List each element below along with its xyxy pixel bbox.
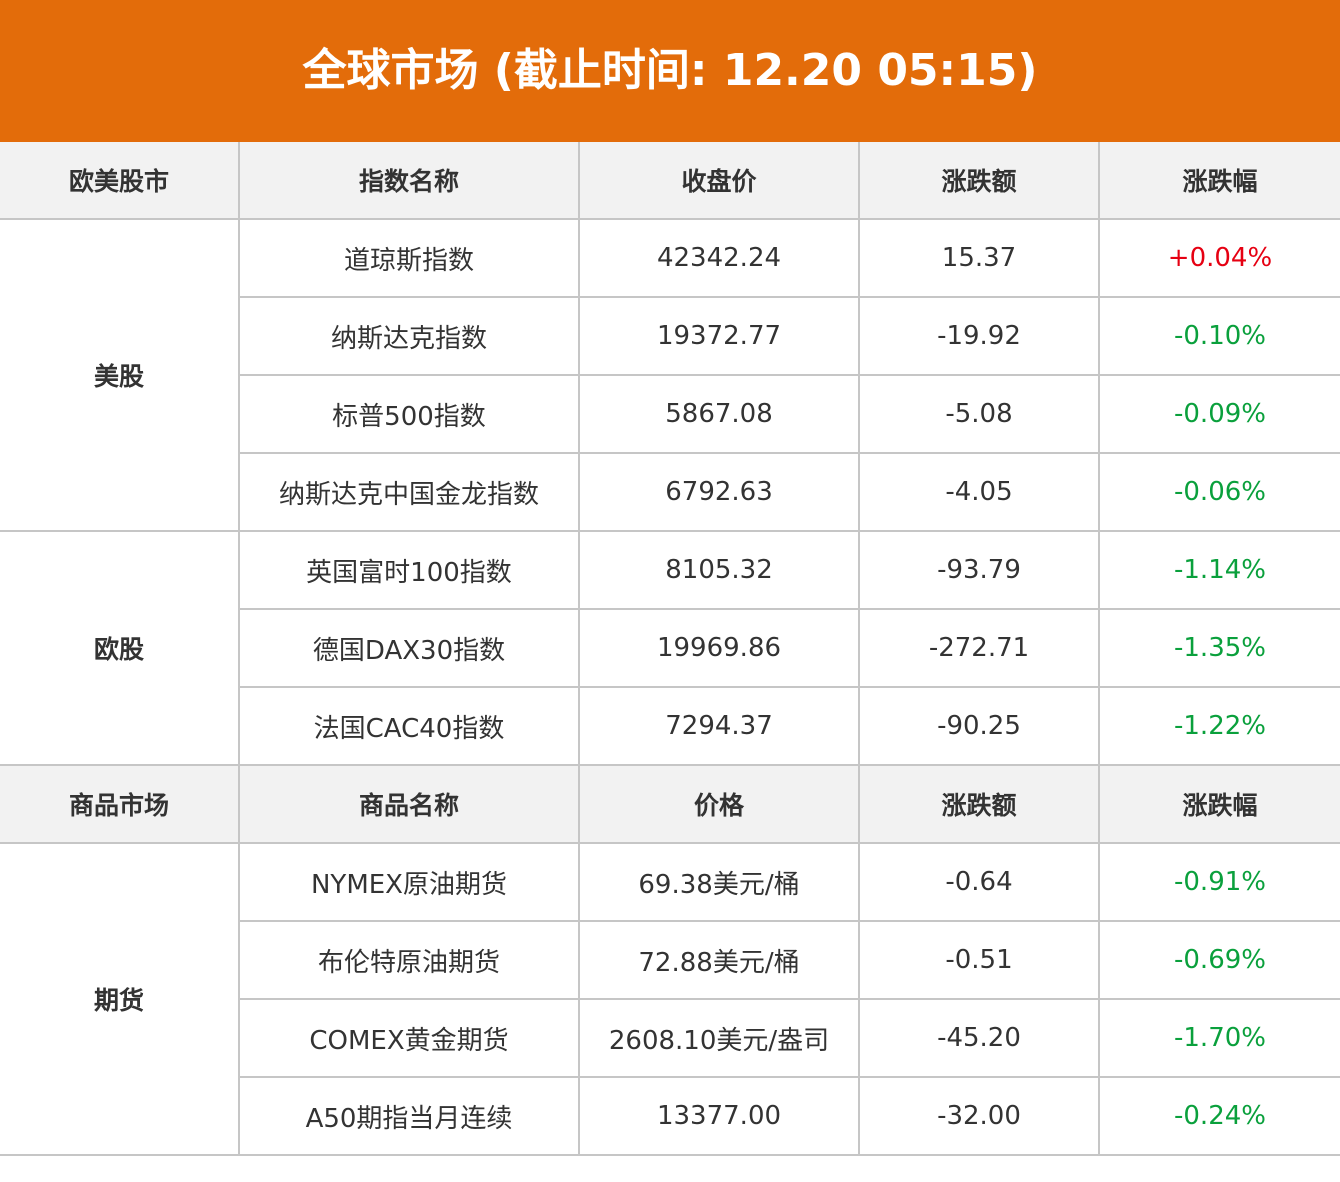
price-cell: 19969.86 [578, 608, 860, 688]
table-row: COMEX黄金期货 2608.10美元/盎司 -45.20 -1.70% [0, 998, 1340, 1078]
change-cell: -19.92 [858, 296, 1100, 376]
price-cell: 69.38美元/桶 [578, 842, 860, 922]
change-cell: -93.79 [858, 530, 1100, 610]
table-row: A50期指当月连续 13377.00 -32.00 -0.24% [0, 1076, 1340, 1156]
pct-cell: -0.10% [1098, 296, 1340, 376]
pct-cell: -0.06% [1098, 452, 1340, 532]
change-header: 涨跌额 [858, 142, 1100, 220]
price-cell: 72.88美元/桶 [578, 920, 860, 1000]
table-row: 法国CAC40指数 7294.37 -90.25 -1.22% [0, 686, 1340, 766]
change-cell: -4.05 [858, 452, 1100, 532]
change-cell: -0.64 [858, 842, 1100, 922]
price-cell: 5867.08 [578, 374, 860, 454]
change-cell: -32.00 [858, 1076, 1100, 1156]
name-header: 指数名称 [238, 142, 580, 220]
page-title-bar: 全球市场 (截止时间: 12.20 05:15) [0, 0, 1340, 142]
group-label: 欧股 [0, 530, 240, 766]
pct-cell: -0.24% [1098, 1076, 1340, 1156]
name-cell: 德国DAX30指数 [239, 608, 580, 688]
price-cell: 7294.37 [578, 686, 860, 766]
name-cell: 纳斯达克中国金龙指数 [239, 452, 580, 532]
table-row: 期货 NYMEX原油期货 69.38美元/桶 -0.64 -0.91% [0, 842, 1340, 1156]
section-header: 欧美股市 [0, 142, 240, 220]
change-cell: -0.51 [858, 920, 1100, 1000]
table-row: 德国DAX30指数 19969.86 -272.71 -1.35% [0, 608, 1340, 688]
name-cell: COMEX黄金期货 [239, 998, 580, 1078]
section-header: 商品市场 [0, 764, 240, 844]
name-cell: 道琼斯指数 [238, 218, 580, 298]
name-cell: A50期指当月连续 [239, 1076, 580, 1156]
name-cell: 纳斯达克指数 [239, 296, 580, 376]
table-row: 标普500指数 5867.08 -5.08 -0.09% [0, 374, 1340, 454]
name-cell: 标普500指数 [239, 374, 580, 454]
market-table: 欧美股市 指数名称 收盘价 涨跌额 涨跌幅 美股 道琼斯指数 42342.24 15.37 +0.… [0, 142, 1340, 1156]
price-cell: 2608.10美元/盎司 [578, 998, 860, 1078]
table-row: 布伦特原油期货 72.88美元/桶 -0.51 -0.69% [0, 920, 1340, 1000]
price-cell: 19372.77 [578, 296, 860, 376]
change-cell: -90.25 [858, 686, 1100, 766]
price-cell: 13377.00 [578, 1076, 860, 1156]
price-cell: 6792.63 [578, 452, 860, 532]
header-row: 商品市场 商品名称 价格 涨跌额 涨跌幅 [0, 764, 1340, 844]
table-row: 欧股 英国富时100指数 8105.32 -93.79 -1.14% [0, 530, 1340, 766]
pct-header: 涨跌幅 [1098, 764, 1340, 844]
page-title: 全球市场 (截止时间: 12.20 05:15) [302, 45, 1038, 96]
change-cell: 15.37 [858, 218, 1100, 298]
pct-cell: -1.14% [1098, 530, 1340, 610]
name-header: 商品名称 [238, 764, 580, 844]
group-label: 期货 [0, 842, 240, 1156]
change-cell: -272.71 [858, 608, 1100, 688]
change-cell: -5.08 [858, 374, 1100, 454]
price-cell: 42342.24 [578, 218, 860, 298]
table-row: 纳斯达克指数 19372.77 -19.92 -0.10% [0, 296, 1340, 376]
pct-cell: -0.09% [1098, 374, 1340, 454]
price-header: 价格 [578, 764, 860, 844]
pct-cell: -0.69% [1098, 920, 1340, 1000]
name-cell: 法国CAC40指数 [239, 686, 580, 766]
name-cell: NYMEX原油期货 [238, 842, 580, 922]
change-cell: -45.20 [858, 998, 1100, 1078]
pct-cell: -1.70% [1098, 998, 1340, 1078]
price-cell: 8105.32 [578, 530, 860, 610]
pct-cell: -1.35% [1098, 608, 1340, 688]
group-label: 美股 [0, 218, 240, 532]
price-header: 收盘价 [578, 142, 860, 220]
table-row: 纳斯达克中国金龙指数 6792.63 -4.05 -0.06% [0, 452, 1340, 532]
change-header: 涨跌额 [858, 764, 1100, 844]
name-cell: 英国富时100指数 [238, 530, 580, 610]
pct-header: 涨跌幅 [1098, 142, 1340, 220]
table-row: 美股 道琼斯指数 42342.24 15.37 +0.04% [0, 218, 1340, 532]
header-row: 欧美股市 指数名称 收盘价 涨跌额 涨跌幅 [0, 142, 1340, 220]
pct-cell: -1.22% [1098, 686, 1340, 766]
pct-cell: +0.04% [1098, 218, 1340, 298]
pct-cell: -0.91% [1098, 842, 1340, 922]
name-cell: 布伦特原油期货 [239, 920, 580, 1000]
